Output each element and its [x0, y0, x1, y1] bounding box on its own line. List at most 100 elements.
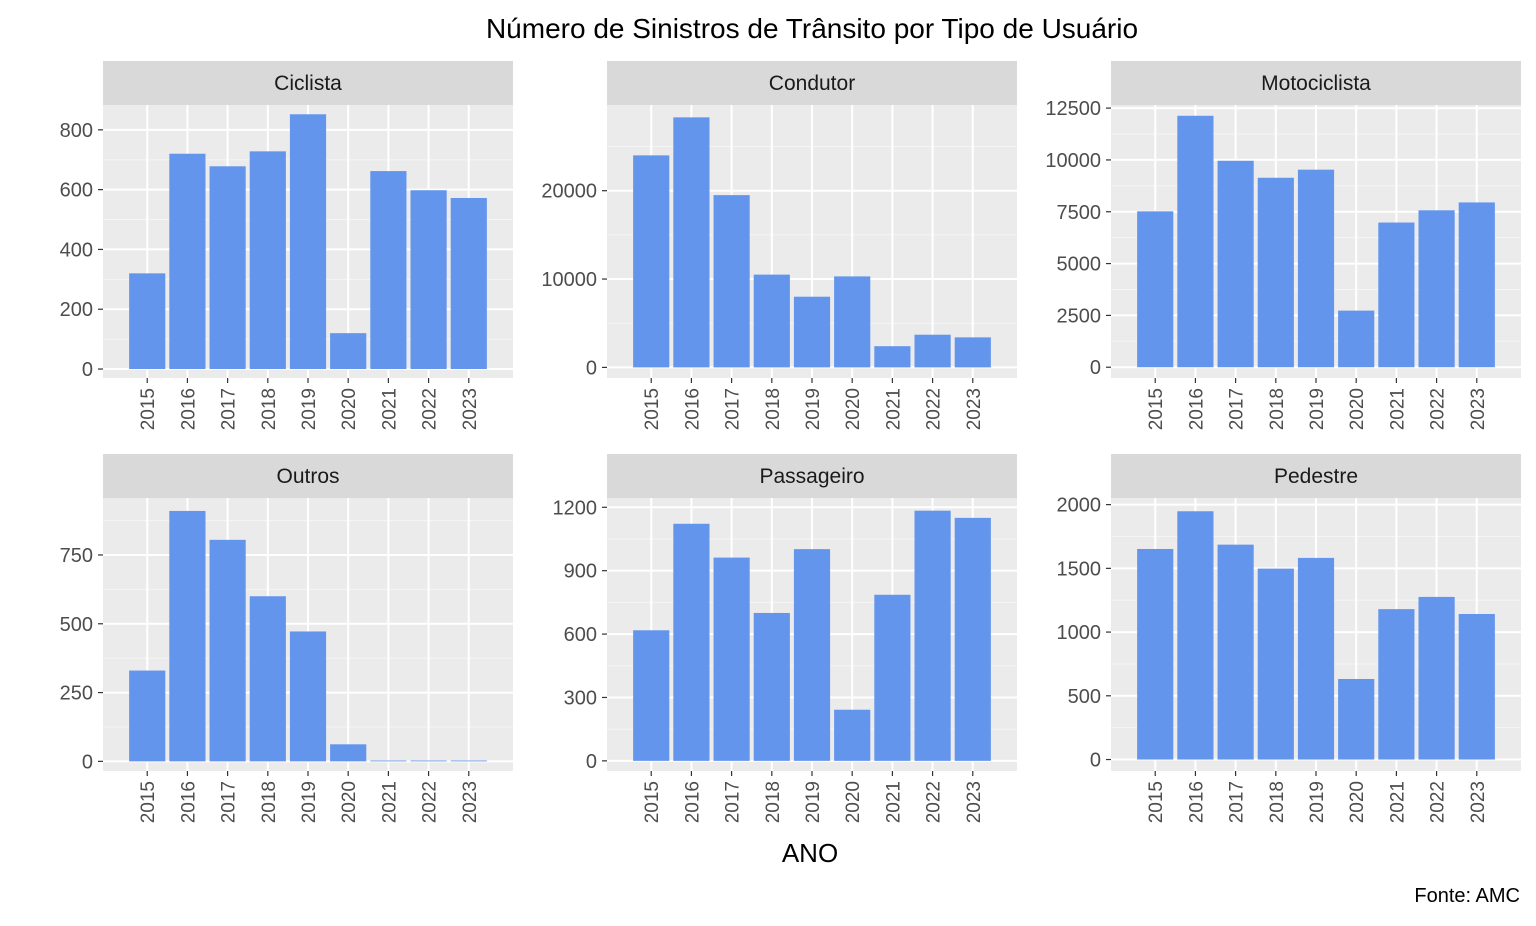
- facet-strip: [103, 454, 513, 498]
- facet-strip-label: Ciclista: [274, 72, 342, 95]
- facet-strip-label: Passageiro: [759, 465, 864, 488]
- bar: [834, 276, 871, 368]
- x-tick-label: 2020: [1347, 388, 1368, 430]
- bar: [874, 594, 911, 761]
- x-tick-label: 2021: [883, 781, 904, 823]
- y-tick-label: 0: [82, 751, 93, 773]
- x-tick-label: 2023: [964, 388, 985, 430]
- x-tick-label: 2023: [1468, 388, 1489, 430]
- facet-strip: [1111, 61, 1521, 105]
- x-tick-label: 2015: [138, 781, 159, 823]
- y-tick-label: 0: [586, 751, 597, 773]
- facet-motociclista: Motociclista 0 2500 5000 7500 10000 12500 2015 2…: [1045, 61, 1521, 430]
- bar: [370, 760, 407, 762]
- bar: [1137, 548, 1174, 760]
- x-tick-label: 2022: [1428, 388, 1449, 430]
- x-tick-label: 2019: [299, 781, 320, 823]
- x-tick-label: 2018: [1267, 781, 1288, 823]
- x-tick-label: 2017: [219, 388, 240, 430]
- y-tick-label: 600: [60, 180, 93, 202]
- bar: [289, 631, 327, 762]
- chart-title: Número de Sinistros de Trânsito por Tipo…: [486, 13, 1138, 44]
- bar: [1177, 511, 1214, 760]
- bar: [289, 114, 327, 370]
- bar: [1137, 211, 1174, 368]
- y-tick-label: 10000: [1045, 150, 1101, 172]
- bar: [1217, 544, 1254, 760]
- bar: [1458, 613, 1495, 760]
- x-tick-label: 2016: [1186, 781, 1207, 823]
- bar: [410, 190, 447, 370]
- bar: [330, 744, 367, 762]
- x-tick-label: 2017: [723, 388, 744, 430]
- facet-strip-label: Outros: [276, 465, 339, 488]
- x-tick-label: 2022: [924, 781, 945, 823]
- facet-strip: [103, 61, 513, 105]
- bar: [1418, 596, 1455, 760]
- x-tick-label: 2015: [642, 388, 663, 430]
- bar: [370, 171, 407, 370]
- x-tick-label: 2019: [803, 388, 824, 430]
- bar: [1338, 310, 1375, 368]
- facet-strip: [607, 61, 1017, 105]
- x-tick-label: 2021: [883, 388, 904, 430]
- x-tick-label: 2018: [259, 388, 280, 430]
- x-tick-label: 2015: [642, 781, 663, 823]
- bar: [450, 197, 487, 370]
- facet-strip-label: Condutor: [769, 72, 855, 95]
- x-tick-label: 2017: [219, 781, 240, 823]
- bar: [914, 510, 951, 761]
- y-tick-label: 1500: [1057, 558, 1102, 580]
- bar: [1378, 609, 1415, 760]
- bar: [129, 273, 166, 370]
- x-tick-label: 2019: [299, 388, 320, 430]
- facet-strip-label: Pedestre: [1274, 465, 1358, 488]
- bar: [1378, 222, 1415, 368]
- bar: [753, 612, 790, 761]
- facet-strip-label: Motociclista: [1261, 72, 1371, 95]
- facet-pedestre: Pedestre 0 500 1000 1500 2000 2015 2016 2017 2018…: [1057, 454, 1521, 823]
- y-tick-label: 10000: [541, 269, 597, 291]
- bar: [793, 296, 831, 368]
- facet-strip: [607, 454, 1017, 498]
- y-tick-label: 900: [564, 561, 597, 583]
- x-tick-label: 2015: [138, 388, 159, 430]
- x-tick-label: 2021: [379, 388, 400, 430]
- x-tick-label: 2017: [1227, 781, 1248, 823]
- x-tick-label: 2023: [964, 781, 985, 823]
- x-tick-label: 2016: [178, 781, 199, 823]
- facet-panels: Ciclista 0 200 400 600 800 2015 2016 2017 2018 201…: [60, 61, 1521, 823]
- bar: [249, 151, 286, 370]
- facet-ciclista: Ciclista 0 200 400 600 800 2015 2016 2017 2018 201…: [60, 61, 513, 430]
- bar: [633, 155, 670, 368]
- bar: [410, 760, 447, 762]
- bar: [954, 517, 991, 761]
- x-tick-label: 2021: [379, 781, 400, 823]
- bar: [209, 539, 246, 762]
- bar: [1177, 115, 1214, 368]
- y-tick-label: 400: [60, 239, 93, 261]
- bar: [673, 523, 710, 761]
- bar: [914, 334, 951, 368]
- x-tick-label: 2016: [682, 781, 703, 823]
- y-tick-label: 0: [1090, 750, 1101, 772]
- bar: [834, 709, 871, 761]
- y-tick-label: 0: [82, 359, 93, 381]
- bar: [1257, 177, 1294, 368]
- x-tick-label: 2016: [682, 388, 703, 430]
- x-tick-label: 2020: [843, 781, 864, 823]
- bar: [874, 346, 911, 368]
- x-tick-label: 2023: [460, 781, 481, 823]
- x-tick-label: 2016: [1186, 388, 1207, 430]
- y-tick-label: 200: [60, 299, 93, 321]
- x-tick-label: 2022: [420, 781, 441, 823]
- x-tick-label: 2018: [763, 781, 784, 823]
- chart-caption: Fonte: AMC: [1414, 885, 1520, 907]
- facet-strip: [1111, 454, 1521, 498]
- y-tick-label: 1000: [1057, 622, 1102, 644]
- bar: [793, 549, 831, 761]
- facet-condutor: Condutor 0 10000 20000 2015 2016 2017 2018 2019 2…: [541, 61, 1017, 430]
- y-tick-label: 0: [1090, 357, 1101, 379]
- x-tick-label: 2015: [1146, 388, 1167, 430]
